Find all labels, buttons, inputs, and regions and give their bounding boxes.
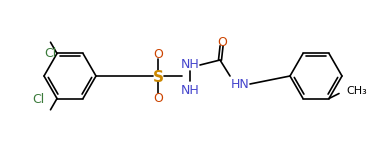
Text: Cl: Cl: [44, 47, 57, 60]
Text: S: S: [153, 70, 164, 85]
Text: O: O: [217, 36, 227, 49]
Text: NH: NH: [180, 58, 199, 71]
Text: O: O: [153, 47, 163, 61]
Text: CH₃: CH₃: [346, 85, 367, 95]
Text: HN: HN: [230, 78, 249, 92]
Text: NH: NH: [180, 83, 199, 97]
Text: O: O: [153, 92, 163, 105]
Text: Cl: Cl: [32, 93, 44, 106]
